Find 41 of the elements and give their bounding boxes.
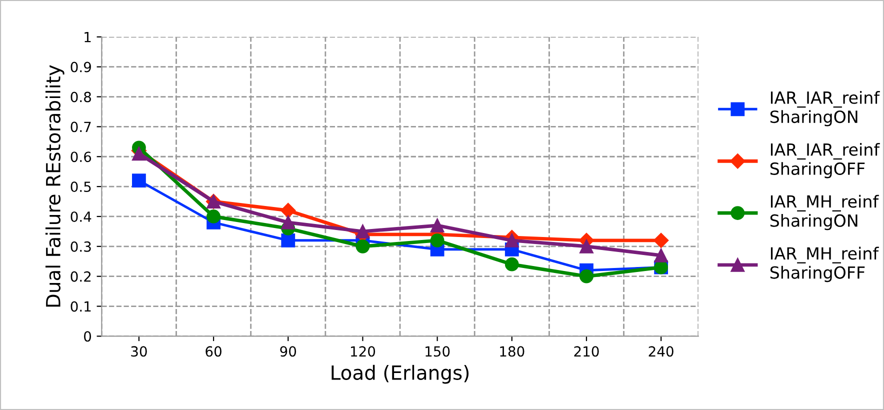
point <box>356 239 370 254</box>
legend-label: IAR_IAR_reinf SharingOFF <box>770 142 880 178</box>
legend-label: IAR_MH_reinf SharingOFF <box>770 246 879 282</box>
x-tick-label: 90 <box>280 346 296 357</box>
point <box>504 257 519 272</box>
point <box>430 233 444 248</box>
y-tick-label: 0.5 <box>70 182 91 192</box>
point <box>580 239 594 254</box>
x-tick-label: 210 <box>574 346 599 357</box>
point <box>654 248 668 262</box>
x-tick-label: 180 <box>500 346 524 357</box>
point <box>132 174 146 188</box>
y-tick-label: 0.6 <box>70 152 92 162</box>
y-tick-label: 0.9 <box>70 62 91 72</box>
point <box>430 218 444 232</box>
x-tick-label: 120 <box>350 346 376 357</box>
y-tick-label: 0.3 <box>70 241 91 252</box>
y-tick-label: 0.1 <box>70 301 91 312</box>
y-tick-label: 0.2 <box>70 271 91 282</box>
y-tick-label: 1 <box>84 32 91 42</box>
legend-label: IAR_IAR_reinf SharingON <box>770 91 880 126</box>
y-axis-title: Dual Failure REstorability <box>45 65 64 307</box>
point <box>504 233 519 248</box>
point <box>356 224 370 238</box>
x-tick-label: 30 <box>131 346 147 357</box>
y-tick-label: 0.4 <box>70 211 92 222</box>
legend-label: IAR_MH_reinf SharingON <box>770 194 879 230</box>
point <box>132 146 146 161</box>
point <box>580 269 594 284</box>
point <box>280 202 296 218</box>
point <box>281 233 296 248</box>
x-tick-label: 60 <box>206 346 222 357</box>
y-tick-label: 0 <box>84 331 92 342</box>
y-tick-label: 0.8 <box>70 92 91 102</box>
point <box>653 232 669 248</box>
point <box>206 210 220 224</box>
x-tick-label: 240 <box>648 346 674 357</box>
x-axis-title: Load (Erlangs) <box>332 364 469 384</box>
point <box>281 216 296 230</box>
x-tick-label: 150 <box>426 346 450 357</box>
y-tick-label: 0.7 <box>70 122 91 132</box>
